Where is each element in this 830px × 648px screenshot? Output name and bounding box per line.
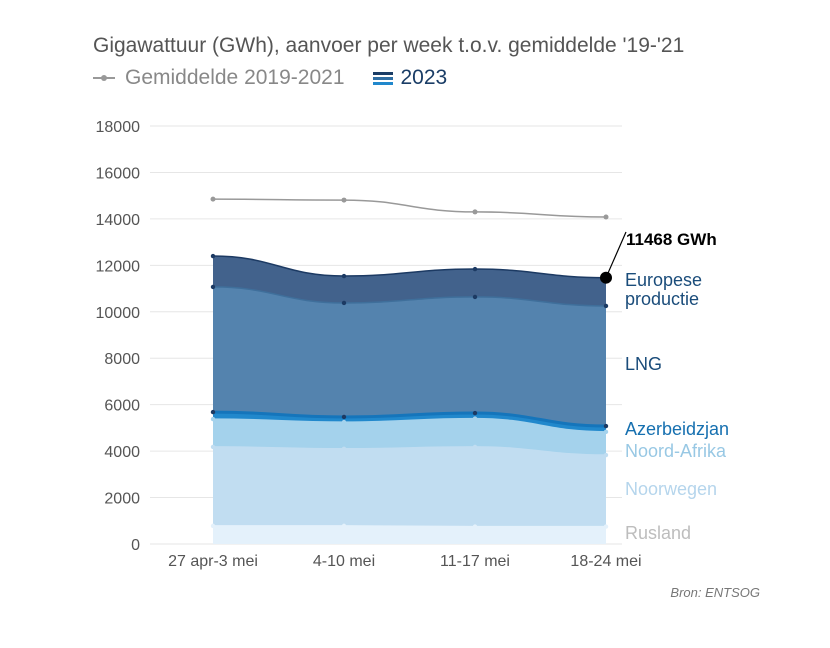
- chart-title: Gigawattuur (GWh), aanvoer per week t.o.…: [93, 34, 685, 57]
- legend-line-icon: [93, 75, 115, 81]
- y-tick-label: 6000: [104, 398, 140, 415]
- annotation-marker: [600, 271, 612, 284]
- y-tick-label: 18000: [96, 119, 141, 136]
- source-label: Bron: ENTSOG: [670, 585, 760, 600]
- annotation-line: [605, 231, 627, 278]
- average-point: [472, 209, 478, 215]
- series-line: [212, 417, 607, 433]
- label-azerbeidzjan: Azerbeidzjan: [625, 419, 729, 439]
- data-point: [603, 524, 609, 529]
- data-point: [603, 423, 609, 429]
- average-point: [341, 197, 347, 203]
- y-tick-label: 12000: [96, 258, 141, 275]
- data-point: [603, 303, 609, 309]
- data-point: [603, 452, 609, 458]
- legend-average-label: Gemiddelde 2019-2021: [125, 66, 345, 89]
- area-noorwegen: [213, 446, 606, 527]
- data-point: [210, 523, 216, 529]
- data-point: [210, 416, 216, 422]
- series-line: [212, 446, 607, 456]
- data-point: [341, 300, 347, 306]
- area-lng: [213, 286, 606, 427]
- legend: Gemiddelde 2019-2021 2023: [93, 66, 447, 90]
- average-point: [210, 196, 216, 202]
- label-europese-productie: Europese: [625, 270, 702, 290]
- data-point: [472, 410, 478, 416]
- data-point: [210, 253, 216, 259]
- average-point: [603, 214, 609, 220]
- data-point: [472, 266, 478, 272]
- label-noord-afrika: Noord-Afrika: [625, 441, 727, 461]
- label-rusland: Rusland: [625, 523, 691, 543]
- label-lng: LNG: [625, 354, 662, 374]
- y-tick-label: 4000: [104, 444, 140, 461]
- data-point: [472, 524, 478, 529]
- data-point: [341, 523, 347, 529]
- label-noorwegen: Noorwegen: [625, 479, 717, 499]
- data-point: [210, 409, 216, 415]
- y-tick-label: 14000: [96, 212, 141, 229]
- y-tick-label: 10000: [96, 305, 141, 322]
- data-point: [603, 429, 609, 435]
- x-tick-label: 27 apr-3 mei: [168, 553, 258, 570]
- data-point: [341, 273, 347, 279]
- x-tick-label: 11-17 mei: [440, 553, 510, 570]
- average-line: [212, 198, 607, 218]
- area-rusland: [213, 525, 606, 544]
- x-tick-label: 4-10 mei: [313, 553, 375, 570]
- data-point: [210, 284, 216, 290]
- data-point: [472, 444, 478, 450]
- data-point: [341, 414, 347, 420]
- legend-2023-label: 2023: [400, 66, 448, 89]
- data-point: [341, 419, 347, 425]
- legend-stack-icon: [372, 70, 393, 87]
- series-line: [212, 410, 607, 428]
- series-line: [212, 255, 607, 279]
- data-point: [210, 444, 216, 450]
- data-point: [341, 446, 347, 451]
- y-tick-label: 2000: [104, 491, 140, 508]
- series-line: [212, 525, 606, 528]
- area-europese-productie: [213, 256, 606, 306]
- series-line: [212, 286, 607, 307]
- data-point: [472, 416, 478, 421]
- data-point: [472, 294, 478, 300]
- y-tick-label: 8000: [104, 351, 140, 368]
- label-europese-productie-2: productie: [625, 289, 699, 309]
- x-tick-label: 18-24 mei: [570, 553, 641, 570]
- y-tick-label: 16000: [96, 165, 141, 182]
- annotation-label: 11468 GWh: [626, 230, 717, 249]
- area-noord-afrika: [213, 418, 606, 456]
- y-tick-label: 0: [131, 537, 140, 554]
